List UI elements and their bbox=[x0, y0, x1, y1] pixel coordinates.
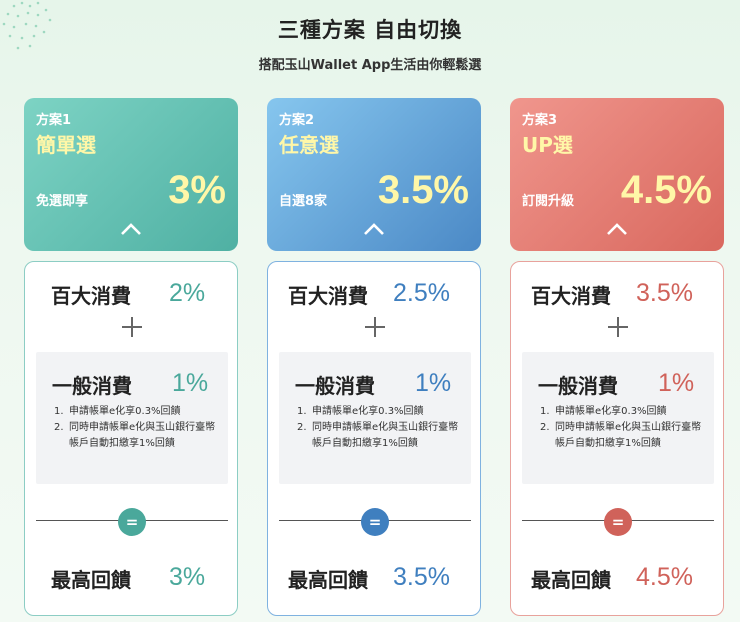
plan-name: 簡單選 bbox=[36, 133, 96, 157]
chevron-up-icon[interactable] bbox=[606, 222, 628, 236]
plus-icon bbox=[122, 317, 142, 337]
list-item: 1. 申請帳單e化享0.3%回饋 bbox=[297, 406, 424, 417]
max-reward-percent: 3.5% bbox=[393, 563, 450, 591]
list-item: 2. 同時申請帳單e化與玉山銀行臺幣帳戶自動扣繳享1%回饋 bbox=[297, 422, 459, 449]
note-text: 申請帳單e化享0.3%回饋 bbox=[555, 406, 667, 417]
decorative-dots bbox=[2, 1, 52, 50]
plan-detail-card: 百大消費 2.5% 一般消費 1% 1. 申請帳單e化享0.3%回饋 2. 同時申請… bbox=[267, 261, 481, 616]
note-text: 同時申請帳單e化與玉山銀行臺幣帳戶自動扣繳享1%回饋 bbox=[312, 422, 459, 449]
plan-rate: 3% bbox=[168, 168, 226, 212]
list-item: 2. 同時申請帳單e化與玉山銀行臺幣帳戶自動扣繳享1%回饋 bbox=[540, 422, 702, 449]
max-reward-label: 最高回饋 bbox=[531, 568, 611, 592]
plan-rate: 3.5% bbox=[377, 168, 469, 212]
plan-rate: 4.5% bbox=[620, 168, 712, 212]
notes-list: 1. 申請帳單e化享0.3%回饋 2. 同時申請帳單e化與玉山銀行臺幣帳戶自動扣繳享… bbox=[297, 404, 465, 452]
plan-card-header[interactable]: 方案1 簡單選 免選即享 3% bbox=[24, 98, 238, 251]
general-category-percent: 1% bbox=[658, 369, 695, 397]
general-category-percent: 1% bbox=[415, 369, 452, 397]
big-category-label: 百大消費 bbox=[531, 284, 611, 308]
plan-column-1: 方案1 簡單選 免選即享 3% 百大消費 2% 一般消費 1% 1. 申請帳單e化… bbox=[24, 98, 238, 616]
list-item: 1. 申請帳單e化享0.3%回饋 bbox=[54, 406, 181, 417]
big-category-percent: 2% bbox=[169, 279, 206, 307]
big-category-percent: 3.5% bbox=[636, 279, 693, 307]
header: 三種方案 自由切換 搭配玉山Wallet App生活由你輕鬆選 bbox=[0, 14, 740, 73]
plus-icon bbox=[365, 317, 385, 337]
equals-icon: = bbox=[118, 508, 146, 536]
note-text: 同時申請帳單e化與玉山銀行臺幣帳戶自動扣繳享1%回饋 bbox=[555, 422, 702, 449]
chevron-up-icon[interactable] bbox=[120, 222, 142, 236]
plan-description: 自選8家 bbox=[279, 194, 328, 209]
plan-card-header[interactable]: 方案3 UP選 訂閱升級 4.5% bbox=[510, 98, 724, 251]
plan-column-3: 方案3 UP選 訂閱升級 4.5% 百大消費 3.5% 一般消費 1% 1. 申請… bbox=[510, 98, 724, 616]
equals-icon: = bbox=[361, 508, 389, 536]
general-spending-box: 一般消費 1% 1. 申請帳單e化享0.3%回饋 2. 同時申請帳單e化與玉山銀行臺… bbox=[36, 352, 228, 484]
note-text: 申請帳單e化享0.3%回饋 bbox=[69, 406, 181, 417]
notes-list: 1. 申請帳單e化享0.3%回饋 2. 同時申請帳單e化與玉山銀行臺幣帳戶自動扣繳享… bbox=[540, 404, 708, 452]
general-category-percent: 1% bbox=[172, 369, 209, 397]
general-category-label: 一般消費 bbox=[538, 374, 618, 398]
general-category-label: 一般消費 bbox=[52, 374, 132, 398]
page-subtitle: 搭配玉山Wallet App生活由你輕鬆選 bbox=[258, 58, 482, 73]
chevron-up-icon[interactable] bbox=[363, 222, 385, 236]
plan-column-2: 方案2 任意選 自選8家 3.5% 百大消費 2.5% 一般消費 1% 1. 申請… bbox=[267, 98, 481, 616]
equals-icon: = bbox=[604, 508, 632, 536]
plan-description: 免選即享 bbox=[36, 194, 89, 209]
plus-icon bbox=[608, 317, 628, 337]
plan-number: 方案1 bbox=[36, 113, 72, 128]
plan-card-header[interactable]: 方案2 任意選 自選8家 3.5% bbox=[267, 98, 481, 251]
max-reward-label: 最高回饋 bbox=[288, 568, 368, 592]
plan-detail-card: 百大消費 2% 一般消費 1% 1. 申請帳單e化享0.3%回饋 2. 同時申請帳單… bbox=[24, 261, 238, 616]
plan-name: UP選 bbox=[522, 133, 573, 157]
big-category-label: 百大消費 bbox=[288, 284, 368, 308]
general-category-label: 一般消費 bbox=[295, 374, 375, 398]
page-title: 三種方案 自由切換 bbox=[277, 18, 463, 42]
general-spending-box: 一般消費 1% 1. 申請帳單e化享0.3%回饋 2. 同時申請帳單e化與玉山銀行臺… bbox=[279, 352, 471, 484]
plan-detail-card: 百大消費 3.5% 一般消費 1% 1. 申請帳單e化享0.3%回饋 2. 同時申請… bbox=[510, 261, 724, 616]
max-reward-label: 最高回饋 bbox=[51, 568, 131, 592]
max-reward-percent: 3% bbox=[169, 563, 206, 591]
plan-name: 任意選 bbox=[279, 133, 339, 157]
big-category-label: 百大消費 bbox=[51, 284, 131, 308]
note-text: 同時申請帳單e化與玉山銀行臺幣帳戶自動扣繳享1%回饋 bbox=[69, 422, 216, 449]
plan-number: 方案2 bbox=[279, 113, 315, 128]
plan-number: 方案3 bbox=[522, 113, 558, 128]
note-text: 申請帳單e化享0.3%回饋 bbox=[312, 406, 424, 417]
big-category-percent: 2.5% bbox=[393, 279, 450, 307]
plan-description: 訂閱升級 bbox=[522, 194, 575, 209]
general-spending-box: 一般消費 1% 1. 申請帳單e化享0.3%回饋 2. 同時申請帳單e化與玉山銀行臺… bbox=[522, 352, 714, 484]
notes-list: 1. 申請帳單e化享0.3%回饋 2. 同時申請帳單e化與玉山銀行臺幣帳戶自動扣繳享… bbox=[54, 404, 222, 452]
list-item: 1. 申請帳單e化享0.3%回饋 bbox=[540, 406, 667, 417]
list-item: 2. 同時申請帳單e化與玉山銀行臺幣帳戶自動扣繳享1%回饋 bbox=[54, 422, 216, 449]
max-reward-percent: 4.5% bbox=[636, 563, 693, 591]
